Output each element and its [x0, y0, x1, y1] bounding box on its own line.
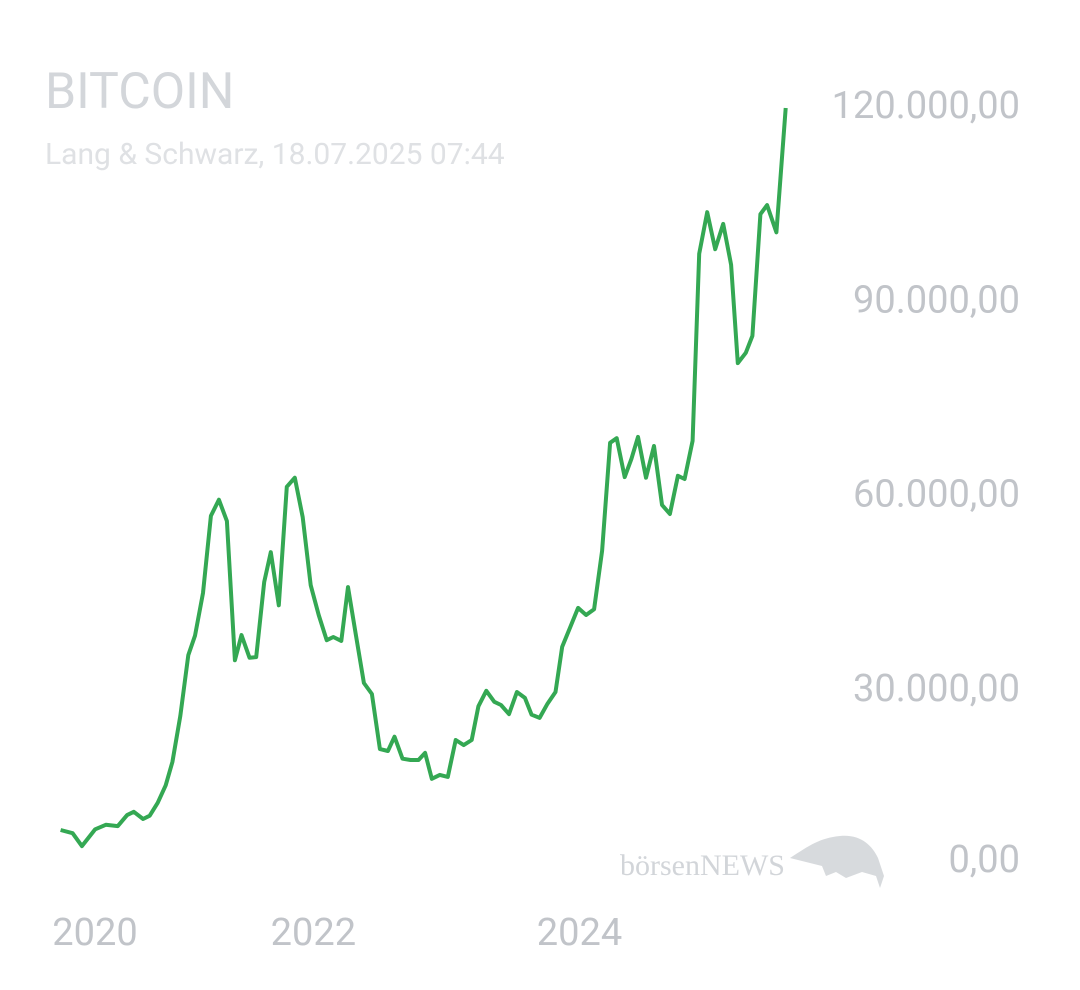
- watermark-bull: [790, 835, 884, 888]
- x-tick-label: 2024: [537, 911, 622, 955]
- price-line: [60, 107, 788, 849]
- y-tick-label: 90.000,00: [853, 278, 1020, 322]
- x-tick-label: 2022: [271, 911, 356, 955]
- y-tick-label: 60.000,00: [853, 473, 1020, 517]
- y-tick-label: 30.000,00: [853, 667, 1020, 711]
- watermark: börsenNEWS: [620, 849, 785, 882]
- y-tick-label: 120.000,00: [832, 84, 1020, 128]
- chart-title: BITCOIN: [45, 63, 234, 121]
- chart-subtitle: Lang & Schwarz, 18.07.2025 07:44: [45, 137, 505, 172]
- x-tick-label: 2020: [52, 911, 137, 955]
- y-tick-label: 0,00: [948, 838, 1020, 882]
- plot-area: 0,00 30.000,00 60.000,00 90.000,00 120.000,0…: [52, 84, 1020, 955]
